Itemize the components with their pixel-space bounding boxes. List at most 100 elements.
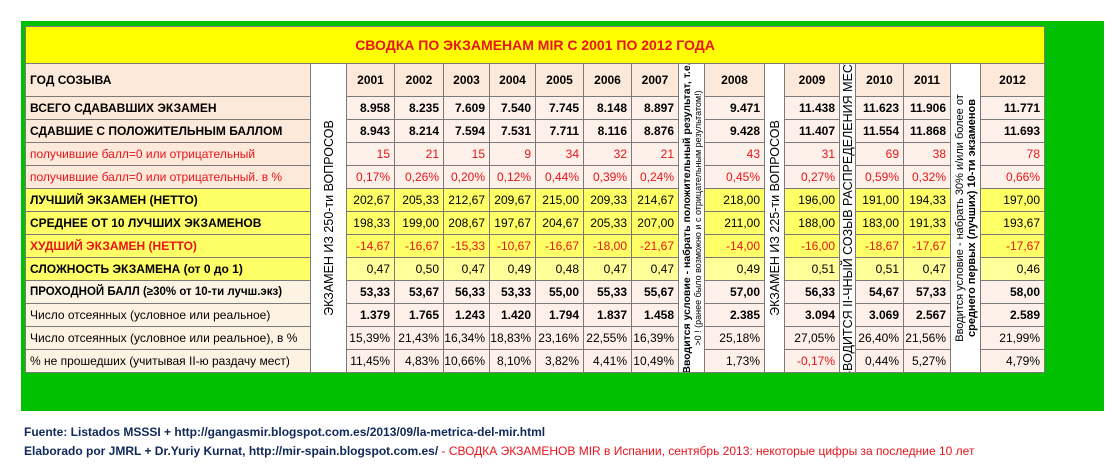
table-cell: 209,33 (584, 189, 632, 212)
table-cell: 1.458 (632, 304, 679, 327)
footer-source-text: Fuente: Listados MSSSI + http://gangasmi… (24, 425, 546, 439)
vertical-note-line: ЭКЗАМЕН ИЗ 250-ти ВОПРОСОВ (321, 120, 336, 316)
year-header: 2001 (347, 64, 395, 97)
table-cell: 0,47 (347, 258, 395, 281)
header-label: ГОД СОЗЫВА (25, 64, 311, 97)
table-cell: 22,55% (584, 327, 632, 350)
table-cell: 11.693 (981, 120, 1045, 143)
table-cell: 43 (705, 143, 765, 166)
table-cell: 0,50 (395, 258, 444, 281)
year-header: 2009 (785, 64, 840, 97)
table-cell: 8.943 (347, 120, 395, 143)
table-cell: -16,00 (785, 235, 840, 258)
row-label: % не прошедших (учитывая II-ю раздачу ме… (25, 350, 311, 373)
table-cell: 10,49% (632, 350, 679, 373)
table-cell: 56,33 (785, 281, 840, 304)
table-cell: 53,33 (490, 281, 536, 304)
table-cell: 0,26% (395, 166, 444, 189)
table-cell: 183,00 (856, 212, 904, 235)
table-cell: 32 (584, 143, 632, 166)
table-cell: -14,67 (347, 235, 395, 258)
table-cell: 21,43% (395, 327, 444, 350)
footer-author-text: Elaborado por JMRL + Dr.Yuriy Kurnat, ht… (24, 444, 439, 458)
vertical-note-line: Вводится условие - набрать положительный… (680, 64, 693, 373)
row-label: получившие балл=0 или отрицательный (25, 143, 311, 166)
table-cell: 11.554 (856, 120, 904, 143)
year-header: 2003 (444, 64, 490, 97)
row-label: Число отсеянных (условное или реальное),… (25, 327, 311, 350)
table-cell: 8.897 (632, 97, 679, 120)
table-cell: 11.623 (856, 97, 904, 120)
row-label: Число отсеянных (условное или реальное) (25, 304, 311, 327)
table-cell: 55,33 (584, 281, 632, 304)
table-cell: 196,00 (785, 189, 840, 212)
table-cell: 214,67 (632, 189, 679, 212)
year-header: 2011 (904, 64, 951, 97)
table-cell: 0,66% (981, 166, 1045, 189)
table-cell: -15,33 (444, 235, 490, 258)
table-cell: 1.794 (536, 304, 584, 327)
table-cell: 8,10% (490, 350, 536, 373)
table-cell: 58,00 (981, 281, 1045, 304)
table-cell: 0,12% (490, 166, 536, 189)
table-cell: 0,47 (584, 258, 632, 281)
table-cell: 7.609 (444, 97, 490, 120)
table-cell: -14,00 (705, 235, 765, 258)
table-cell: 204,67 (536, 212, 584, 235)
table-cell: 1,73% (705, 350, 765, 373)
table-cell: 8.958 (347, 97, 395, 120)
table-cell: 27,05% (785, 327, 840, 350)
row-label: СРЕДНЕЕ ОТ 10 ЛУЧШИХ ЭКЗАМЕНОВ (25, 212, 311, 235)
table-cell: 69 (856, 143, 904, 166)
table-cell: 8.876 (632, 120, 679, 143)
table-cell: 7.594 (444, 120, 490, 143)
table-cell: 0,46 (981, 258, 1045, 281)
table-cell: 0,47 (632, 258, 679, 281)
vertical-note-line: >0 ! (ранее было возможно и с отрицатель… (692, 90, 703, 346)
table-cell: 9 (490, 143, 536, 166)
table-cell: 0,51 (785, 258, 840, 281)
table-cell: 31 (785, 143, 840, 166)
vertical-note-line: среднего первых (лучших) 10-ти экзаменов (965, 99, 978, 338)
table-cell: -18,67 (856, 235, 904, 258)
table-cell: 55,00 (536, 281, 584, 304)
vertical-note-v250: ЭКЗАМЕН ИЗ 250-ти ВОПРОСОВ (311, 64, 347, 373)
table-cell: 2.567 (904, 304, 951, 327)
table-cell: 0,49 (490, 258, 536, 281)
footer-caption-text: - СВОДКА ЭКЗАМЕНОВ MIR в Испании, сентяб… (438, 444, 975, 458)
year-header: 2006 (584, 64, 632, 97)
table-cell: 0,17% (347, 166, 395, 189)
table-cell: 0,39% (584, 166, 632, 189)
table-cell: 7.745 (536, 97, 584, 120)
table-cell: 1.420 (490, 304, 536, 327)
table-cell: 11.438 (785, 97, 840, 120)
table-cell: -17,67 (904, 235, 951, 258)
table-cell: 0,20% (444, 166, 490, 189)
table-cell: 8.214 (395, 120, 444, 143)
table-cell: 16,34% (444, 327, 490, 350)
table-cell: 15,39% (347, 327, 395, 350)
table-cell: 8.235 (395, 97, 444, 120)
table-cell: 205,33 (395, 189, 444, 212)
table-cell: 4,79% (981, 350, 1045, 373)
table-cell: 11.906 (904, 97, 951, 120)
table-cell: 197,00 (981, 189, 1045, 212)
table-cell: 197,67 (490, 212, 536, 235)
vertical-note-line: Вводится условие - набрать 30% и/или бол… (953, 94, 966, 342)
table-cell: 191,00 (856, 189, 904, 212)
table-cell: 15 (347, 143, 395, 166)
table-cell: 78 (981, 143, 1045, 166)
table-cell: -18,00 (584, 235, 632, 258)
row-label: ЛУЧШИЙ ЭКЗАМЕН (НЕТТО) (25, 189, 311, 212)
year-header: 2005 (536, 64, 584, 97)
row-label: СЛОЖНОСТЬ ЭКЗАМЕНА (от 0 до 1) (25, 258, 311, 281)
vertical-note-line: ВВОДИТСЯ II-ЧНЫЙ СОЗЫВ РАСПРЕДЕЛЕНИЯ МЕС… (840, 64, 855, 373)
table-cell: 56,33 (444, 281, 490, 304)
table-cell: 11.407 (785, 120, 840, 143)
table-cell: 3.094 (785, 304, 840, 327)
table-cell: 0,48 (536, 258, 584, 281)
row-label: СДАВШИЕ С ПОЛОЖИТЕЛЬНЫМ БАЛЛОМ (25, 120, 311, 143)
table-cell: 205,33 (584, 212, 632, 235)
table-cell: 0,45% (705, 166, 765, 189)
table-cell: 23,16% (536, 327, 584, 350)
